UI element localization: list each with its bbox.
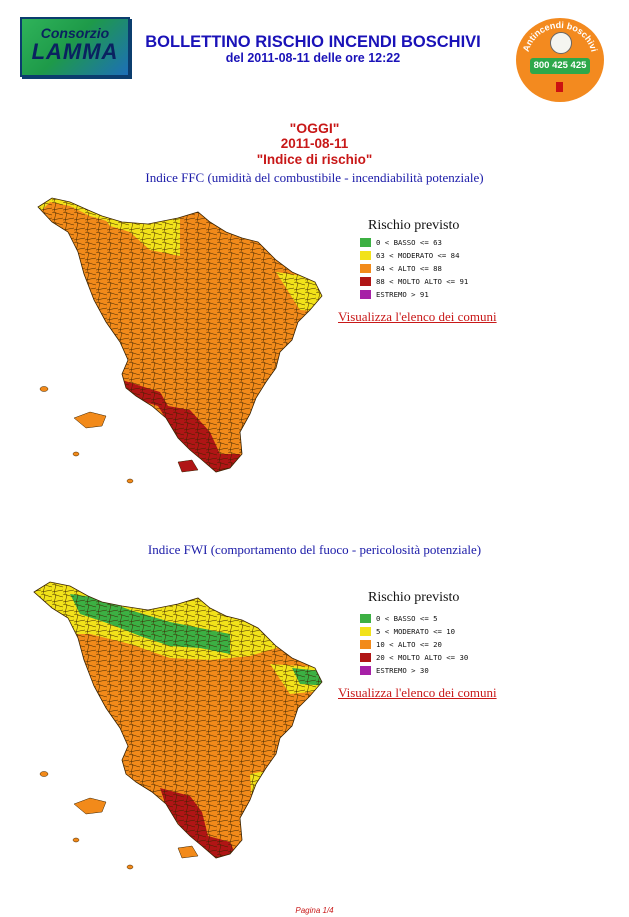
fwi-legend-label: 20 < MOLTO ALTO <= 30 [376,653,469,662]
fwi-legend-swatch [360,653,371,662]
island-giglio [177,845,199,859]
logo-line1: Consorzio [40,25,110,41]
section-date: 2011-08-11 [280,136,349,151]
fwi-legend-swatch [360,627,371,636]
island-pianosa [72,451,80,457]
ffc-legend-swatch [360,264,371,273]
island-elba [73,797,107,815]
fwi-comuni-link[interactable]: Visualizza l'elenco dei comuni [338,685,497,700]
lamma-logo: Consorzio LAMMA [20,17,130,77]
ffc-legend-row: 0 < BASSO <= 63 [360,236,618,249]
fwi-legend-label: 10 < ALTO <= 20 [376,640,442,649]
fwi-legend-swatch [360,666,371,675]
ffc-legend-label: ESTREMO > 91 [376,290,429,299]
ffc-legend-label: 84 < ALTO <= 88 [376,264,442,273]
ffc-legend-row: ESTREMO > 91 [360,288,618,301]
region-flag-icon [556,82,563,92]
fwi-legend-swatch [360,614,371,623]
fwi-legend-row: 0 < BASSO <= 5 [360,612,618,625]
section-oggi: "OGGI" [289,120,340,136]
page-title: BOLLETTINO RISCHIO INCENDI BOSCHIVI [145,33,481,51]
page-footer: Pagina 1/4 [295,906,334,915]
ffc-legend-row: 63 < MODERATO <= 84 [360,249,618,262]
island-capraia [39,771,49,777]
island-capraia [39,386,49,392]
badge-phone: 800 425 425 [530,58,590,74]
ffc-legend-swatch [360,277,371,286]
ffc-map [37,197,323,484]
fwi-legend-label: ESTREMO > 30 [376,666,429,675]
fwi-legend-swatch [360,640,371,649]
ffc-legend-label: 0 < BASSO <= 63 [376,238,442,247]
ffc-comuni-link[interactable]: Visualizza l'elenco dei comuni [338,309,497,324]
fwi-legend: Rischio previsto 0 < BASSO <= 5 5 < MODER… [338,590,618,701]
fwi-legend-row: ESTREMO > 30 [360,664,618,677]
ffc-legend-swatch [360,238,371,247]
fwi-legend-label: 0 < BASSO <= 5 [376,614,438,623]
fwi-legend-row: 10 < ALTO <= 20 [360,638,618,651]
island-giglio [177,459,199,473]
page-subtitle: del 2011-08-11 delle ore 12:22 [225,51,401,65]
ffc-legend: Rischio previsto 0 < BASSO <= 63 63 < MOD… [338,218,618,325]
ffc-legend-row: 84 < ALTO <= 88 [360,262,618,275]
mascot-icon [550,32,572,54]
fwi-map [33,581,323,870]
section-indice: "Indice di rischio" [256,152,373,167]
island-montecristo [126,864,134,870]
island-pianosa [72,837,80,843]
fwi-legend-label: 5 < MODERATO <= 10 [376,627,456,636]
ffc-legend-swatch [360,251,371,260]
ffc-legend-title: Rischio previsto [368,218,460,233]
ffc-legend-row: 88 < MOLTO ALTO <= 91 [360,275,618,288]
fwi-legend-title: Rischio previsto [368,590,460,605]
ffc-heading: Indice FFC (umidità del combustibile - i… [145,170,484,185]
fwi-legend-row: 20 < MOLTO ALTO <= 30 [360,651,618,664]
ffc-legend-swatch [360,290,371,299]
antincendi-badge: Antincendi boschivi 800 425 425 [516,18,604,102]
ffc-legend-label: 88 < MOLTO ALTO <= 91 [376,277,469,286]
island-elba [73,411,107,429]
fwi-legend-row: 5 < MODERATO <= 10 [360,625,618,638]
logo-line2: LAMMA [31,39,119,64]
island-montecristo [126,478,134,484]
ffc-legend-label: 63 < MODERATO <= 84 [376,251,460,260]
fwi-heading: Indice FWI (comportamento del fuoco - pe… [147,542,482,557]
